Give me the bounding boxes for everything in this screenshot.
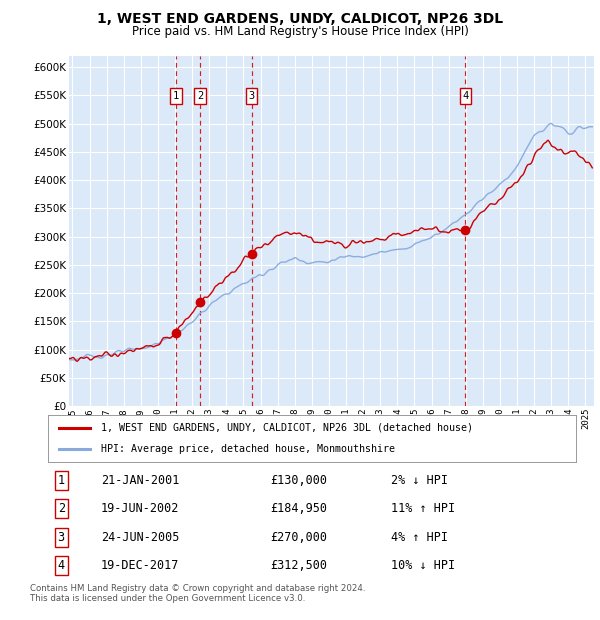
Text: £312,500: £312,500 xyxy=(270,559,327,572)
Text: HPI: Average price, detached house, Monmouthshire: HPI: Average price, detached house, Monm… xyxy=(101,445,395,454)
Text: £184,950: £184,950 xyxy=(270,502,327,515)
Text: Contains HM Land Registry data © Crown copyright and database right 2024.
This d: Contains HM Land Registry data © Crown c… xyxy=(30,584,365,603)
Text: 11% ↑ HPI: 11% ↑ HPI xyxy=(391,502,455,515)
Text: 19-DEC-2017: 19-DEC-2017 xyxy=(101,559,179,572)
Text: 21-JAN-2001: 21-JAN-2001 xyxy=(101,474,179,487)
Text: 19-JUN-2002: 19-JUN-2002 xyxy=(101,502,179,515)
Text: 3: 3 xyxy=(58,531,65,544)
Text: 1, WEST END GARDENS, UNDY, CALDICOT, NP26 3DL: 1, WEST END GARDENS, UNDY, CALDICOT, NP2… xyxy=(97,12,503,27)
Text: 4: 4 xyxy=(462,91,469,101)
Text: 2% ↓ HPI: 2% ↓ HPI xyxy=(391,474,448,487)
Text: £130,000: £130,000 xyxy=(270,474,327,487)
Text: £270,000: £270,000 xyxy=(270,531,327,544)
Text: 2: 2 xyxy=(58,502,65,515)
Text: 4: 4 xyxy=(58,559,65,572)
Text: Price paid vs. HM Land Registry's House Price Index (HPI): Price paid vs. HM Land Registry's House … xyxy=(131,25,469,38)
Text: 1, WEST END GARDENS, UNDY, CALDICOT, NP26 3DL (detached house): 1, WEST END GARDENS, UNDY, CALDICOT, NP2… xyxy=(101,423,473,433)
Text: 1: 1 xyxy=(58,474,65,487)
Text: 3: 3 xyxy=(248,91,255,101)
Text: 24-JUN-2005: 24-JUN-2005 xyxy=(101,531,179,544)
Text: 2: 2 xyxy=(197,91,203,101)
Text: 1: 1 xyxy=(173,91,179,101)
Text: 10% ↓ HPI: 10% ↓ HPI xyxy=(391,559,455,572)
Text: 4% ↑ HPI: 4% ↑ HPI xyxy=(391,531,448,544)
